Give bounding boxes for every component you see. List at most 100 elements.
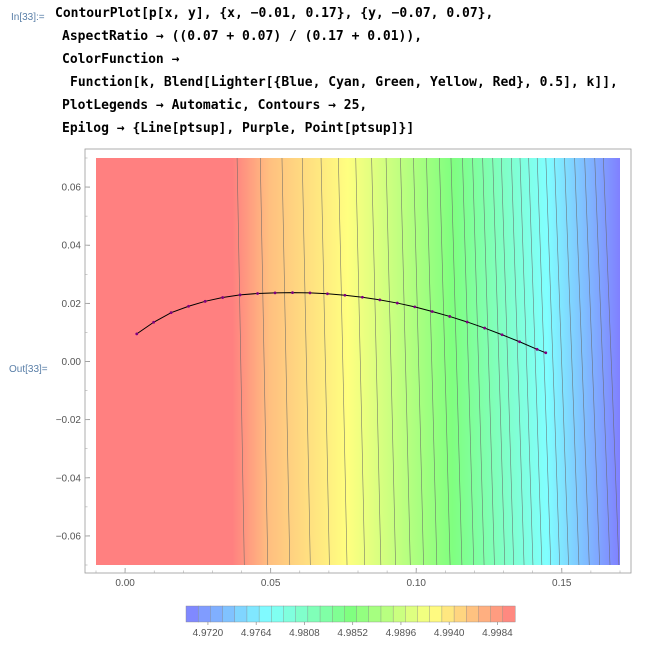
contour-line [259,158,269,565]
legend-tick-label: 4.9940 [434,628,465,639]
contour-line [462,158,475,565]
contour-line [385,158,396,565]
contour-lines [236,158,620,565]
contour-field [96,158,620,565]
epilog-point [465,320,469,324]
code-line-3[interactable]: ColorFunction → [62,52,180,67]
legend-swatch [441,605,455,623]
legend-swatch [210,605,224,623]
epilog-point [256,292,259,295]
epilog-curve [135,291,548,355]
contour-line [501,158,514,565]
legend-swatch [392,605,406,623]
contour-line [528,158,543,565]
legend-swatch [307,605,321,623]
legend-swatch [502,605,516,623]
legend-swatch [295,605,309,623]
y-axis-ticks: 0.06 0.04 0.02 0.00 −0.02 −0.04 −0.06 [56,157,90,566]
contour-line [301,158,311,565]
legend-swatch [222,605,236,623]
epilog-point [273,291,277,295]
contour-line [554,158,569,565]
epilog-point [395,301,399,305]
y-tick-label: −0.02 [56,415,82,426]
epilog-point [221,296,225,299]
epilog-point [187,304,190,308]
x-tick-label: 0.10 [406,578,426,589]
contour-line [371,158,382,565]
contour-line [536,158,552,565]
legend-swatch [380,605,394,623]
y-tick-label: 0.02 [62,299,82,310]
contour-line [564,158,580,565]
contour-line [400,158,411,565]
legend-swatch [283,605,297,623]
contour-line [574,158,590,565]
legend-swatch [466,605,479,623]
contour-line [413,158,424,565]
epilog-point [135,332,139,336]
epilog-point [152,320,156,324]
epilog-point [308,291,312,295]
contour-line [472,158,485,565]
legend-tick-label: 4.9896 [386,628,417,639]
legend-swatch [429,605,443,623]
epilog-point [203,299,207,303]
legend-tick-label: 4.9984 [482,628,513,639]
contour-line [519,158,534,565]
epilog-point [500,333,504,337]
legend-swatch [319,605,333,623]
legend-swatch [478,605,492,623]
legend-swatch [356,605,370,623]
y-tick-label: 0.06 [62,183,82,194]
output-cell-label: Out[33]= [9,364,48,375]
x-tick-label: 0.05 [261,578,281,589]
contour-line [584,158,600,565]
code-line-6[interactable]: Epilog → {Line[ptsup], Purple, Point[pts… [62,121,415,136]
code-line-5[interactable]: PlotLegends → Automatic, Contours → 25, [62,98,368,113]
epilog-point [326,292,329,296]
epilog-point [291,291,294,295]
x-tick-label: 0.00 [115,578,135,589]
legend-swatch [368,605,382,623]
legend-swatch [185,605,199,623]
legend-swatch [246,605,260,623]
contour-line [594,158,611,565]
contour-line [355,158,365,565]
epilog-point [360,295,364,299]
epilog-point [378,298,382,302]
contour-line [338,158,348,565]
legend-tick-label: 4.9764 [241,628,272,639]
legend-swatch [271,605,284,623]
epilog-point [238,293,242,297]
x-axis-ticks: 0.00 0.05 0.10 0.15 [95,568,621,589]
epilog-point [535,347,539,351]
input-cell-label: In[33]:= [11,12,45,23]
contour-line [426,158,438,565]
legend-tick-label: 4.9808 [289,628,320,639]
epilog-point [448,315,452,318]
input-code-block[interactable]: ContourPlot[p[x, y], {x, −0.01, 0.17}, {… [0,0,618,136]
contour-line [450,158,463,565]
epilog-point [544,351,548,355]
code-line-1[interactable]: ContourPlot[p[x, y], {x, −0.01, 0.17}, {… [55,6,494,21]
contour-line [545,158,560,565]
legend-swatch [490,605,504,623]
legend-swatch [344,605,358,623]
contour-line [236,158,245,565]
code-line-4[interactable]: Function[k, Blend[Lighter[{Blue, Cyan, G… [70,75,618,90]
contour-line [281,158,291,565]
contour-line [511,158,525,565]
epilog-point [430,310,434,313]
x-tick-label: 0.15 [552,578,572,589]
legend-swatch [405,605,419,623]
contour-line [603,158,620,565]
legend-swatch [197,605,211,623]
epilog-point [169,311,173,315]
epilog-point [413,305,417,309]
contour-line [320,158,330,565]
epilog-point [518,340,521,344]
contour-line [492,158,506,565]
code-line-2[interactable]: AspectRatio → ((0.07 + 0.07) / (0.17 + 0… [62,29,423,44]
